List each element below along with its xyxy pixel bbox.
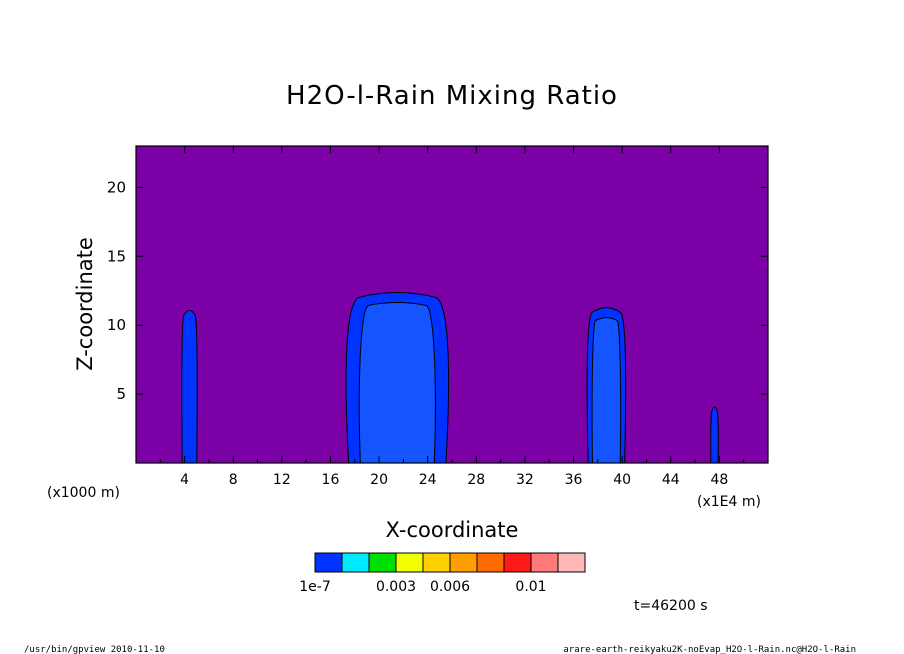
x-unit-left-label: (x1000 m)	[47, 485, 120, 501]
x-tick-label: 24	[419, 472, 437, 488]
colorbar-swatch	[476, 552, 505, 573]
plot-background	[136, 146, 768, 463]
colorbar-swatch	[314, 552, 343, 573]
y-tick-label: 15	[107, 247, 126, 265]
x-tick-label: 8	[229, 472, 238, 488]
colorbar-swatch	[557, 552, 586, 573]
colorbar-swatch	[503, 552, 532, 573]
colorbar-tick-label: 0.006	[430, 579, 470, 595]
y-tick-label: 10	[107, 316, 126, 334]
x-tick-label: 12	[273, 472, 291, 488]
y-axis: 5 10 15 20	[107, 178, 768, 403]
x-tick-label: 40	[613, 472, 631, 488]
x-tick-label: 44	[662, 472, 680, 488]
x-unit-right-label: (x1E4 m)	[697, 494, 761, 510]
rain-cell-inner	[358, 301, 436, 464]
colorbar-swatch	[395, 552, 424, 573]
x-axis-label: X-coordinate	[386, 518, 519, 542]
y-tick-label: 20	[107, 178, 126, 196]
colorbar: 1e-7 0.003 0.006 0.01	[299, 552, 586, 595]
rain-cell-outer	[181, 309, 198, 464]
x-tick-label: 4	[180, 472, 189, 488]
x-tick-label: 36	[565, 472, 583, 488]
y-tick-label: 5	[116, 385, 126, 403]
colorbar-swatch	[422, 552, 451, 573]
x-tick-label: 32	[516, 472, 534, 488]
colorbar-swatch	[530, 552, 559, 573]
x-axis: 4 8 12 16 20 24 28 32 36 40 44 48	[159, 146, 745, 488]
colorbar-swatch	[368, 552, 397, 573]
colorbar-tick-label: 0.003	[376, 579, 416, 595]
colorbar-swatch	[341, 552, 370, 573]
x-tick-label: 28	[467, 472, 485, 488]
colorbar-tick-label: 0.01	[515, 579, 546, 595]
time-label: t=46200 s	[634, 598, 708, 614]
chart-title: H2O-l-Rain Mixing Ratio	[286, 81, 618, 111]
colorbar-tick-label: 1e-7	[299, 579, 330, 595]
x-tick-label: 48	[710, 472, 728, 488]
x-tick-label: 16	[322, 472, 340, 488]
footer-left: /usr/bin/gpview 2010-11-10	[24, 645, 165, 654]
y-axis-label: Z-coordinate	[73, 237, 97, 371]
colorbar-swatch	[449, 552, 478, 573]
rain-cell-outer	[710, 406, 719, 464]
footer-right: arare-earth-reikyaku2K-noEvap_H2O-l-Rain…	[563, 645, 856, 654]
rain-cell-inner	[591, 317, 622, 464]
x-tick-label: 20	[370, 472, 388, 488]
plot-area	[135, 145, 769, 464]
